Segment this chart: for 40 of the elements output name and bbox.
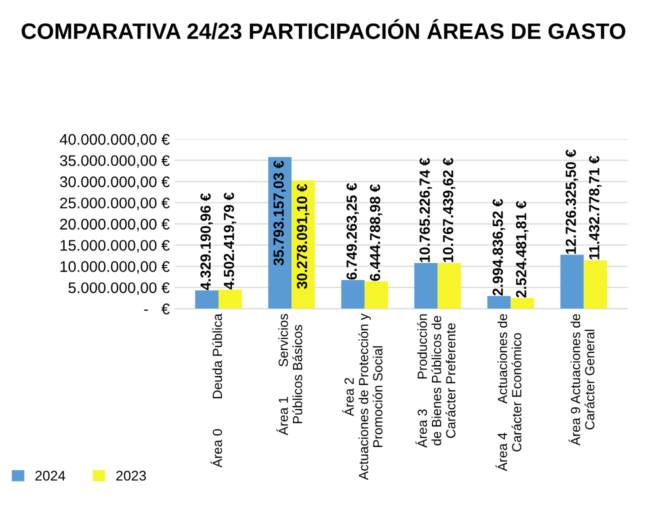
y-tick-label: 20.000.000,00 € (60, 218, 170, 232)
bar (510, 298, 534, 309)
data-label: 2.994.836,52 € (492, 198, 506, 296)
bar (218, 290, 242, 309)
bar (487, 296, 511, 309)
x-tick-label: Área 9 Actuaciones de Carácter General (568, 314, 594, 446)
data-label: 4.502.419,79 € (224, 192, 236, 290)
data-label: 6.749.263,25 € (346, 183, 359, 280)
bar (195, 290, 219, 309)
y-tick-label: 25.000.000,00 € (60, 198, 170, 210)
data-label: 10.765.226,74 € (420, 158, 432, 262)
bar (560, 254, 584, 309)
data-label: 30.278.091,10 € (296, 184, 310, 289)
y-tick-label: 35.000.000,00 € (60, 155, 170, 168)
chart-title: COMPARATIVA 24/23 PARTICIPACIÓN ÁREAS DE GASTO (22, 19, 626, 40)
data-label: 11.432.778,71 € (589, 156, 602, 260)
y-tick-label: 40.000.000,00 € (60, 134, 170, 147)
data-label: 10.767.439,62 € (442, 158, 456, 262)
data-label: 35.793.157,03 € (273, 160, 286, 266)
legend-label: 2023 (116, 470, 146, 481)
y-tick-label: 10.000.000,00 € (60, 261, 170, 274)
y-tick-label: 15.000.000,00 € (60, 240, 170, 253)
bar (438, 263, 462, 309)
y-tick-label: 5.000.000,00 € (68, 282, 170, 295)
x-tick-label: Área 4 Actuaciones de Carácter Económico (496, 314, 522, 472)
x-tick-label: Área 1 Servicios Públicos Básicos (276, 314, 302, 436)
bar (414, 263, 438, 309)
data-label: 2.524.481,81 € (516, 200, 528, 298)
legend-label: 2024 (35, 470, 66, 481)
bar (364, 281, 388, 309)
data-label: 12.726.325,50 € (566, 150, 578, 254)
bar (341, 280, 365, 309)
x-tick-label: Área 0 Deuda Pública (210, 314, 222, 468)
y-tick-label: - € (144, 304, 170, 314)
y-tick-label: 30.000.000,00 € (60, 176, 170, 190)
bar (584, 260, 608, 309)
data-label: 4.329.190,96 € (200, 193, 213, 290)
x-tick-label: Área 2 Actuaciones de Protección y Promoción Social (342, 314, 382, 480)
data-label: 6.444.788,98 € (370, 184, 382, 281)
x-tick-label: Área 3 Producción de Bienes Públicos de Carácter Preferente (415, 314, 456, 448)
